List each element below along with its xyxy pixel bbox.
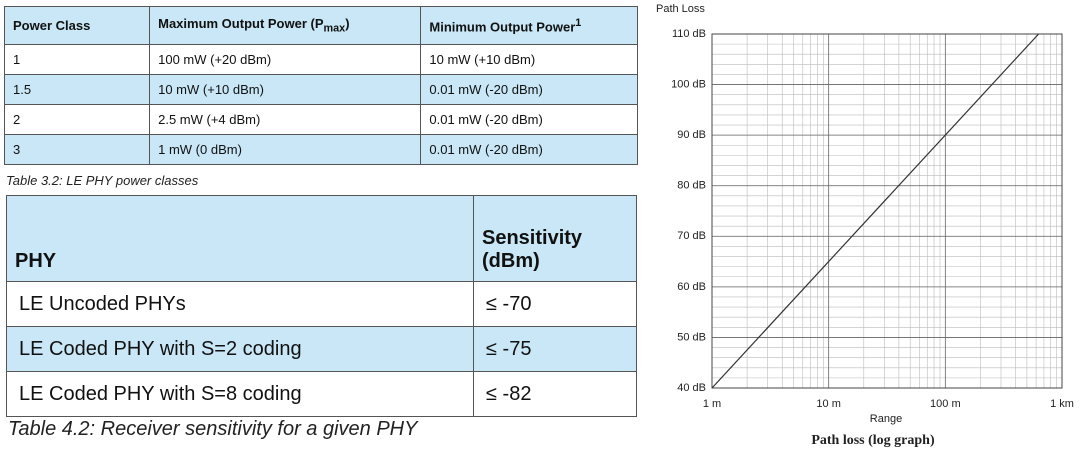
x-axis-title: Range (870, 413, 902, 425)
y-tick-label: 100 dB (671, 78, 706, 90)
plot-frame (711, 33, 1063, 389)
table-cell: ≤ -82 (473, 371, 637, 417)
table-cell: 2 (3, 104, 151, 135)
table-row: 2 2.5 mW (+4 dBm) 0.01 mW (-20 dBm) (3, 104, 638, 135)
table-cell: 1 (3, 44, 151, 75)
y-tick-label: 40 dB (677, 382, 706, 394)
table-cell: 1.5 (3, 74, 151, 105)
header-text: Minimum Output Power (429, 19, 576, 35)
chart: Path Loss Range Path loss (log graph) 40… (656, 3, 1074, 448)
header-cell: PHY (6, 195, 474, 282)
table-row: 1.5 10 mW (+10 dBm) 0.01 mW (-20 dBm) (3, 74, 638, 105)
table-cell: 0.01 mW (-20 dBm) (420, 134, 638, 165)
table-cell: ≤ -75 (473, 326, 637, 372)
table-cell: 0.01 mW (-20 dBm) (420, 104, 638, 135)
y-tick-label: 70 dB (677, 230, 706, 242)
y-tick-label: 60 dB (677, 281, 706, 293)
sensitivity-table: PHY Sensitivity (dBm) LE Uncoded PHYs ≤ -70… (6, 195, 637, 417)
table-caption: Table 3.2: LE PHY power classes (6, 173, 199, 188)
table-cell: ≤ -70 (473, 281, 637, 327)
table-cell: LE Uncoded PHYs (6, 281, 474, 327)
table-cell: 10 mW (+10 dBm) (149, 74, 422, 105)
table-cell: 2.5 mW (+4 dBm) (149, 104, 422, 135)
table-cell: 1 mW (0 dBm) (149, 134, 422, 165)
y-tick-label: 90 dB (677, 129, 706, 141)
x-tick-label: 1 m (703, 398, 721, 410)
header-superscript: 1 (575, 16, 582, 29)
y-tick-label: 50 dB (677, 331, 706, 343)
header-cell: Maximum Output Power (Pmax) (149, 6, 422, 45)
table-row: LE Coded PHY with S=8 coding ≤ -82 (6, 371, 637, 417)
table-row: LE Coded PHY with S=2 coding ≤ -75 (6, 326, 637, 372)
power-class-table: Power Class Maximum Output Power (Pmax) Mi… (3, 6, 638, 165)
y-tick-label: 110 dB (672, 28, 706, 40)
table-cell: LE Coded PHY with S=2 coding (6, 326, 474, 372)
y-tick-label: 80 dB (677, 180, 706, 192)
header-text: Maximum Output Power (P (158, 16, 324, 32)
header-cell: Minimum Output Power1 (420, 6, 638, 45)
header-text: ) (345, 16, 350, 32)
table-cell: LE Coded PHY with S=8 coding (6, 371, 474, 417)
table-row: LE Uncoded PHYs ≤ -70 (6, 281, 637, 327)
header-cell: Sensitivity (dBm) (473, 195, 637, 282)
table-cell: 0.01 mW (-20 dBm) (420, 74, 638, 105)
table-cell: 3 (3, 134, 151, 165)
table-cell: 10 mW (+10 dBm) (420, 44, 638, 75)
y-axis-title: Path Loss (656, 3, 705, 15)
header-subscript: max (323, 22, 346, 35)
header-text: Sensitivity (dBm) (482, 227, 583, 272)
header-text: Power Class (13, 18, 91, 33)
header-text: PHY (15, 250, 57, 272)
table-cell: 100 mW (+20 dBm) (149, 44, 422, 75)
chart-caption: Path loss (log graph) (811, 433, 935, 448)
table-caption: Table 4.2: Receiver sensitivity for a gi… (8, 418, 418, 440)
header-cell: Power Class (3, 6, 151, 45)
table-row: 1 100 mW (+20 dBm) 10 mW (+10 dBm) (3, 44, 638, 75)
x-tick-label: 100 m (930, 398, 961, 410)
x-tick-label: 10 m (816, 398, 840, 410)
line (711, 33, 1040, 389)
x-tick-label: 1 km (1050, 398, 1074, 410)
